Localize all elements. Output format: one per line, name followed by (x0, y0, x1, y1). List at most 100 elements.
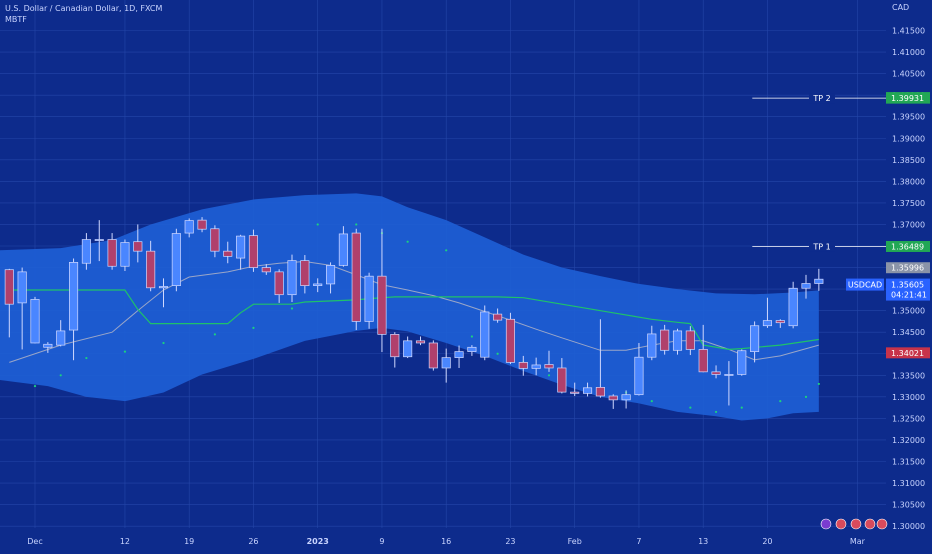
candle-body (493, 313, 503, 321)
candle[interactable] (570, 382, 580, 396)
candle-body (647, 333, 657, 358)
y-tick-label: 1.33000 (892, 393, 925, 402)
candle[interactable] (223, 241, 233, 264)
candle[interactable] (313, 278, 323, 293)
candle[interactable] (326, 262, 336, 294)
candle[interactable] (120, 239, 130, 271)
signal-dot (162, 341, 165, 345)
candle-body (236, 235, 246, 259)
candle[interactable] (17, 267, 27, 350)
candle-body (801, 283, 811, 289)
candle[interactable] (801, 274, 811, 299)
candle[interactable] (788, 281, 798, 329)
candle-body (300, 260, 310, 287)
candle[interactable] (441, 348, 451, 383)
candle-body (454, 351, 464, 358)
candle[interactable] (236, 234, 246, 270)
candle[interactable] (762, 297, 772, 328)
candle-body (133, 241, 143, 252)
candle[interactable] (197, 217, 207, 233)
signal-dot (316, 223, 319, 226)
candle[interactable] (660, 324, 670, 355)
candle[interactable] (711, 365, 721, 379)
x-tick-label: 2023 (307, 537, 329, 546)
candle[interactable] (621, 390, 631, 409)
candle[interactable] (261, 264, 271, 275)
flag-icon[interactable] (850, 518, 862, 530)
candle[interactable] (775, 319, 785, 328)
candle[interactable] (737, 349, 747, 376)
candle-body (570, 391, 580, 394)
candle[interactable] (647, 325, 657, 361)
candle[interactable] (750, 321, 760, 363)
signal-dot (470, 335, 473, 338)
candle-body (775, 320, 785, 324)
candle[interactable] (107, 233, 117, 270)
candle[interactable] (56, 320, 66, 347)
candle[interactable] (428, 340, 438, 371)
y-tick-label: 1.41500 (892, 27, 925, 36)
candle[interactable] (184, 218, 194, 238)
y-tick-label: 1.32000 (892, 436, 925, 445)
candle[interactable] (390, 332, 400, 368)
flag-icon[interactable] (835, 518, 847, 530)
candle[interactable] (248, 229, 258, 272)
candle[interactable] (698, 324, 708, 373)
price-tag-bg (886, 240, 930, 252)
candle[interactable] (672, 328, 683, 355)
candle[interactable] (724, 361, 734, 406)
candle-body (377, 275, 387, 335)
x-tick-label: 12 (120, 537, 130, 546)
candle[interactable] (364, 272, 374, 329)
candle[interactable] (43, 342, 53, 353)
flag-icon[interactable] (864, 518, 876, 530)
candle-body (210, 228, 220, 252)
level-label: TP 1 (812, 242, 830, 251)
candle-body (608, 395, 618, 401)
candle[interactable] (544, 350, 554, 372)
candle[interactable] (505, 312, 515, 365)
candle[interactable] (171, 228, 181, 292)
candle[interactable] (557, 358, 567, 394)
candle[interactable] (454, 345, 464, 368)
candle[interactable] (4, 268, 14, 338)
candle[interactable] (68, 258, 79, 361)
candle[interactable] (287, 254, 297, 303)
candle[interactable] (814, 268, 824, 291)
candle[interactable] (338, 226, 348, 267)
candle[interactable] (685, 326, 695, 356)
candle[interactable] (480, 305, 490, 361)
candle[interactable] (133, 224, 143, 263)
candle[interactable] (415, 336, 426, 346)
candle[interactable] (531, 357, 541, 376)
signal-dot (689, 406, 692, 409)
candle[interactable] (634, 342, 644, 396)
candle[interactable] (158, 278, 169, 308)
flag-icon[interactable] (876, 518, 888, 530)
y-tick-label: 1.40500 (892, 70, 925, 79)
candle[interactable] (30, 296, 40, 344)
price-tag-text: 1.36489 (891, 242, 924, 251)
candle[interactable] (493, 308, 503, 323)
candle[interactable] (518, 355, 528, 376)
candle[interactable] (351, 228, 361, 331)
candle[interactable] (94, 220, 104, 262)
candle-body (672, 330, 683, 351)
candle[interactable] (81, 233, 91, 270)
candle[interactable] (608, 394, 618, 409)
candle[interactable] (582, 382, 593, 397)
candle-body (261, 267, 271, 273)
candle[interactable] (300, 255, 310, 294)
lightning-icon[interactable] (820, 518, 832, 530)
candle-body (505, 318, 515, 363)
candle[interactable] (146, 240, 156, 292)
y-tick-label: 1.39000 (892, 134, 925, 143)
candle[interactable] (377, 228, 387, 353)
candle[interactable] (595, 319, 605, 398)
candle[interactable] (274, 269, 284, 303)
candle[interactable] (210, 225, 220, 258)
candle[interactable] (467, 345, 477, 356)
candle[interactable] (403, 336, 413, 359)
